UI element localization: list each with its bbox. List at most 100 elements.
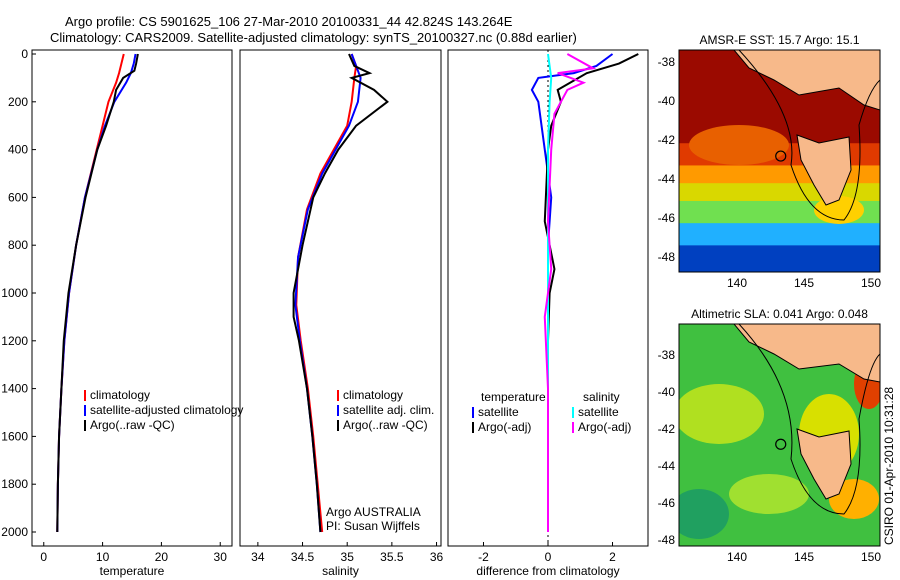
axes-box [239,49,442,547]
x-tick-label: 20 [155,550,169,564]
x-tick-label: -2 [478,550,489,564]
legend-swatch [572,422,574,433]
sla-field [679,384,764,444]
x-tick-label: 0 [545,550,552,564]
panel-salinity: 34 34.5 35 35.5 36 salinity climatologysatelli… [239,49,444,578]
map-y-tick-label: -42 [658,133,676,147]
sla-map: Altimetric SLA: 0.041 Argo: 0.048 140 145 1… [658,307,882,564]
series-climatology [56,53,125,533]
y-tick-label: 2000 [1,525,28,539]
series-temperature-argo-adj- [543,53,639,532]
sst-field [679,245,880,272]
legend-swatch [337,405,339,416]
series-satellite-adj-clim- [294,53,362,533]
map-y-tick-label: -40 [658,385,676,399]
y-tick-label: 800 [8,238,28,252]
map-y-tick-label: -46 [658,496,676,510]
legend-label: Argo(-adj) [478,420,531,434]
x-tick-label: 36 [430,550,444,564]
series-argo-raw-qc- [292,53,389,533]
annotation: Argo AUSTRALIA [326,505,421,519]
map-x-tick-label: 145 [794,276,814,290]
map-frame [678,49,881,273]
annotation: PI: Susan Wijffels [326,519,420,533]
sla-field [679,489,729,539]
y-tick-label: 0 [21,47,28,61]
x-tick-label: 34 [251,550,265,564]
tasmania [796,134,852,206]
side-label: CSIRO 01-Apr-2010 10:31:28 [882,387,896,545]
x-axis-label: difference from climatology [476,564,619,578]
map-title: Altimetric SLA: 0.041 Argo: 0.048 [691,307,868,321]
x-tick-label: 35 [341,550,355,564]
axes-box [31,49,233,547]
x-axis-label: temperature [100,564,165,578]
map-y-tick-label: -48 [658,533,676,547]
legend-label: climatology [343,388,403,402]
argo-position-marker [775,438,787,450]
map-y-tick-label: -48 [658,250,676,264]
sla-field [729,474,809,514]
legend-swatch [337,420,339,431]
y-tick-label: 1000 [1,286,28,300]
title-line-2: Climatology: CARS2009. Satellite-adjuste… [50,30,577,45]
map-y-tick-label: -38 [658,348,676,362]
map-x-tick-label: 150 [861,550,881,564]
x-tick-label: 35.5 [380,550,404,564]
map-title: AMSR-E SST: 15.7 Argo: 15.1 [699,33,859,47]
legend-swatch [84,405,86,416]
map-y-tick-label: -46 [658,211,676,225]
map-y-tick-label: -42 [658,422,676,436]
x-axis-label: salinity [322,564,359,578]
legend-header: salinity [583,390,620,404]
legend-label: Argo(-adj) [578,420,631,434]
y-tick-label: 1400 [1,382,28,396]
map-y-tick-label: -44 [658,459,676,473]
x-tick-label: 2 [609,550,616,564]
map-y-tick-label: -40 [658,94,676,108]
y-tick-label: 1200 [1,334,28,348]
x-tick-label: 10 [96,550,110,564]
y-tick-label: 1600 [1,429,28,443]
sst-field [679,223,880,247]
legend-swatch [472,422,474,433]
title-line-1: Argo profile: CS 5901625_106 27-Mar-2010… [65,14,513,29]
legend-label: satellite [578,405,619,419]
tasmania [796,428,852,500]
legend-label: satellite [478,405,519,419]
legend-swatch [84,390,86,401]
legend-swatch [572,407,574,418]
map-x-tick-label: 150 [861,276,881,290]
sst-map: AMSR-E SST: 15.7 Argo: 15.1 140 145 150 -38 -… [658,33,882,290]
legend-label: Argo(..raw -QC) [90,418,175,432]
depth-contour [738,50,880,221]
argo-position-marker [775,150,787,162]
panel-temperature: 0 10 20 30 0 200 400 600 800 1000 1200 1400 1600 1800… [1,47,243,578]
y-tick-label: 200 [8,95,28,109]
depth-contour [738,324,880,515]
map-x-tick-label: 140 [727,550,747,564]
sst-field [689,125,789,165]
legend-label: climatology [90,388,150,402]
legend-swatch [337,390,339,401]
series-salinity-argo-adj- [543,53,597,532]
legend-label: Argo(..raw -QC) [343,418,428,432]
x-tick-label: 34.5 [291,550,315,564]
map-y-tick-label: -44 [658,172,676,186]
map-x-tick-label: 145 [794,550,814,564]
series-climatology [295,53,358,533]
map-y-tick-label: -38 [658,55,676,69]
map-x-tick-label: 140 [727,276,747,290]
y-tick-label: 400 [8,143,28,157]
y-tick-label: 600 [8,190,28,204]
y-tick-label: 1800 [1,477,28,491]
legend-label: satellite adj. clim. [343,403,434,417]
map-frame [678,323,881,547]
legend-header: temperature [481,390,546,404]
series-argo-raw-qc- [56,53,139,533]
x-tick-label: 0 [40,550,47,564]
legend-swatch [84,420,86,431]
legend-swatch [472,407,474,418]
